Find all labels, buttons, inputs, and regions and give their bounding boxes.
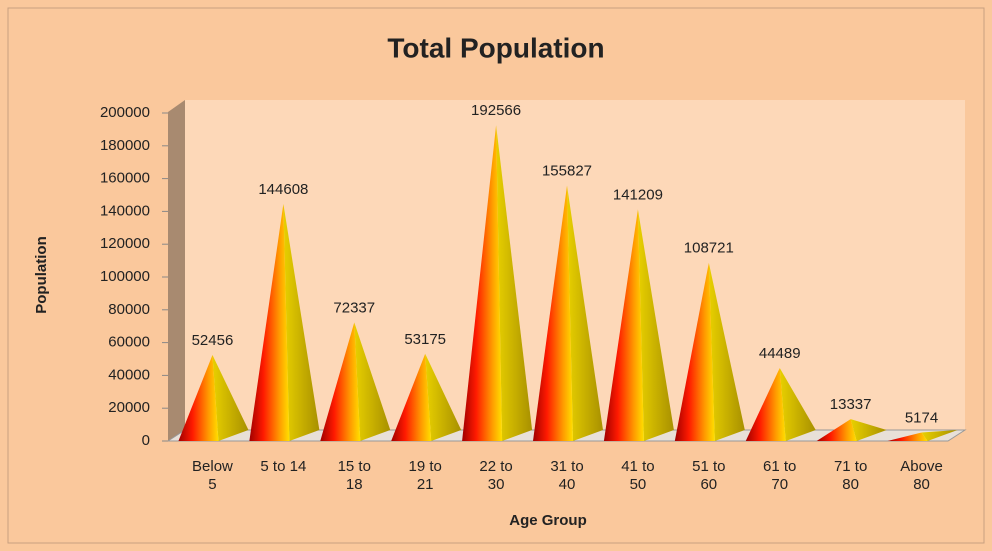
x-tick-label: Below 5 bbox=[192, 458, 233, 493]
pyramid bbox=[816, 419, 887, 441]
x-tick-label: 41 to 50 bbox=[621, 458, 655, 493]
y-tick-label: 20000 bbox=[108, 399, 150, 416]
x-tick-label: 19 to 21 bbox=[408, 458, 442, 493]
x-axis-label: Age Group bbox=[509, 512, 587, 529]
pyramid bbox=[249, 203, 320, 441]
pyramid bbox=[674, 262, 745, 441]
data-label: 144608 bbox=[258, 181, 308, 198]
pyramid bbox=[391, 353, 462, 441]
data-label: 44489 bbox=[759, 345, 801, 362]
y-tick-label: 0 bbox=[142, 432, 150, 449]
y-tick-label: 140000 bbox=[100, 202, 150, 219]
pyramid bbox=[462, 125, 533, 441]
data-label: 155827 bbox=[542, 162, 592, 179]
y-tick-label: 160000 bbox=[100, 170, 150, 187]
pyramid bbox=[533, 185, 603, 441]
x-tick-label: 5 to 14 bbox=[260, 458, 307, 475]
y-tick-label: 120000 bbox=[100, 235, 150, 252]
data-label: 72337 bbox=[333, 299, 375, 316]
data-label: 192566 bbox=[471, 102, 521, 119]
x-tick-label: 31 to 40 bbox=[550, 458, 584, 493]
pyramid bbox=[178, 354, 249, 441]
y-tick-label: 60000 bbox=[108, 334, 150, 351]
chart-title: Total Population bbox=[387, 32, 604, 63]
data-label: 52456 bbox=[192, 332, 234, 349]
data-label: 13337 bbox=[830, 396, 872, 413]
data-label: 108721 bbox=[684, 240, 734, 257]
data-label: 5174 bbox=[905, 409, 938, 426]
x-tick-label: 51 to 60 bbox=[692, 458, 726, 493]
side-wall bbox=[168, 100, 185, 441]
pyramid bbox=[887, 430, 958, 441]
y-tick-label: 100000 bbox=[100, 268, 150, 285]
data-label: 141209 bbox=[613, 186, 663, 203]
x-tick-label: 15 to 18 bbox=[337, 458, 371, 493]
y-tick-label: 40000 bbox=[108, 366, 150, 383]
x-tick-label: 61 to 70 bbox=[763, 458, 797, 493]
data-label: 53175 bbox=[404, 331, 446, 348]
x-tick-label: Above 80 bbox=[900, 458, 943, 493]
x-tick-label: 22 to 30 bbox=[479, 458, 513, 493]
y-tick-label: 180000 bbox=[100, 137, 150, 154]
y-tick-label: 200000 bbox=[100, 104, 150, 121]
y-axis-label: Population bbox=[33, 236, 50, 314]
x-tick-label: 71 to 80 bbox=[833, 458, 868, 493]
y-tick-label: 80000 bbox=[108, 301, 150, 318]
pyramid bbox=[603, 209, 674, 441]
pyramid bbox=[320, 322, 391, 441]
pyramid bbox=[745, 368, 816, 441]
